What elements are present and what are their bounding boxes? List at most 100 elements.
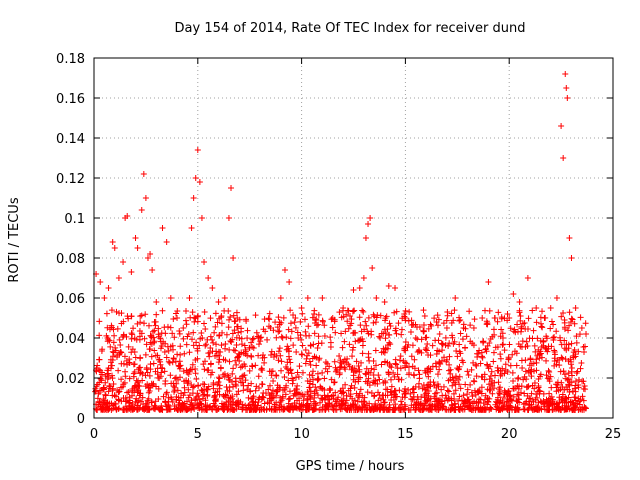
data-point [227,314,234,321]
data-point [260,352,267,359]
data-point [407,328,414,335]
data-point [553,361,560,368]
data-point [188,406,195,413]
data-point [189,309,196,316]
data-point [572,378,579,385]
data-point [215,374,222,381]
data-point [150,360,157,367]
data-point [102,379,109,386]
data-point [525,369,532,376]
data-point [213,341,220,348]
data-point [329,324,336,331]
data-point [360,275,367,281]
data-point [258,365,265,372]
data-point [109,375,116,382]
data-point [310,341,317,348]
data-point [190,329,197,336]
data-point [239,373,246,380]
data-point [347,322,354,329]
data-point [499,398,506,405]
data-point [113,406,120,413]
data-point [102,391,109,398]
data-point [170,315,177,322]
data-point [415,383,422,390]
data-point [509,369,516,376]
data-point [165,402,172,409]
data-point [482,406,489,413]
data-point [516,299,523,305]
data-point [561,326,568,333]
data-point [119,334,126,341]
data-point [144,397,151,404]
data-point [382,346,389,353]
data-point [98,347,105,354]
y-tick-label: 0.1 [64,212,85,227]
data-point [97,279,104,285]
data-point [139,370,146,377]
data-point [452,387,459,394]
data-point [155,325,162,332]
x-tick-label: 15 [397,427,414,442]
data-point [317,385,324,392]
data-point [497,351,504,358]
data-point [180,325,187,331]
data-point [138,207,145,213]
data-point [292,324,299,331]
data-point [275,357,282,364]
data-point [190,342,197,349]
data-point [162,399,169,406]
data-point [495,309,502,316]
data-point [302,328,309,335]
data-point [276,327,283,334]
data-point [139,394,146,401]
data-point [487,405,494,412]
data-point [268,348,275,355]
data-point [371,366,378,373]
data-point [270,394,277,401]
data-point [112,347,119,354]
data-point [186,349,193,356]
data-point [102,392,109,399]
data-point [157,345,164,352]
data-point [255,341,262,348]
data-point [341,338,348,345]
data-point [347,313,354,320]
data-point [240,372,247,379]
data-point [387,388,394,395]
data-point [267,325,274,331]
data-point [327,334,334,341]
y-tick-labels: 0 0.02 0.04 0.06 0.08 0.1 0.12 0.14 0.16 0.18 [56,52,85,427]
data-point [116,336,123,343]
data-point [179,403,186,410]
data-point [267,395,274,402]
data-point [471,398,478,405]
data-point [265,386,272,393]
data-point [296,363,303,370]
data-point [314,345,321,352]
data-point [183,321,190,328]
data-point [145,389,152,396]
data-point [485,365,492,372]
data-point [190,195,197,201]
y-tick-label: 0.16 [56,92,85,107]
data-point [285,406,292,413]
data-point [105,370,112,377]
data-point [573,369,580,376]
data-point [370,311,377,318]
data-point [560,309,567,316]
data-point [407,390,414,397]
data-point [110,339,117,346]
data-point [156,406,163,413]
data-point [129,406,136,413]
data-point [400,358,407,365]
data-point [441,354,448,361]
data-point [540,342,547,349]
data-point [346,341,353,348]
data-point [557,337,564,344]
data-point [174,406,181,413]
data-point [521,373,528,380]
data-point [338,330,345,337]
data-point [280,314,287,321]
data-point [364,389,371,396]
data-point [214,319,221,326]
